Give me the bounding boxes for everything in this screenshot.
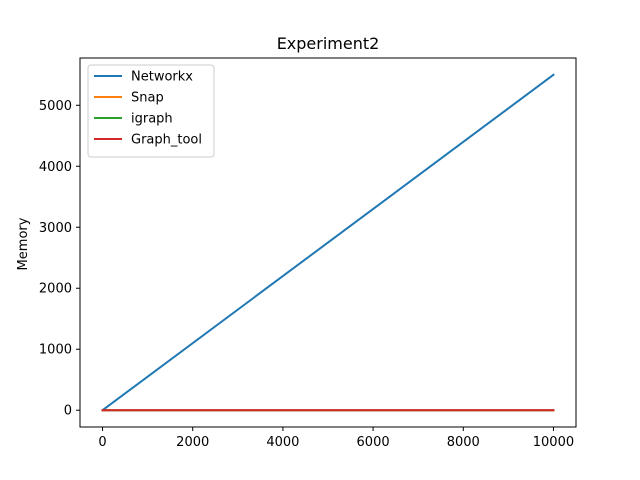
plot-area <box>79 57 577 428</box>
legend-label-3: Graph_tool <box>131 133 202 148</box>
y-tick-label: 2000 <box>39 282 72 297</box>
legend-label-2: igraph <box>131 112 173 127</box>
axes-frame <box>79 57 577 428</box>
x-tick-label: 6000 <box>357 435 390 450</box>
x-tick-label: 8000 <box>447 435 480 450</box>
x-tick-label: 0 <box>98 435 106 450</box>
legend: Networkx Snap igraph Graph_tool <box>87 64 215 158</box>
x-tick-label: 10000 <box>533 435 574 450</box>
x-tick-label: 4000 <box>266 435 299 450</box>
chart-title: Experiment2 <box>277 34 380 53</box>
y-tick-label: 3000 <box>39 221 72 236</box>
legend-box <box>87 64 215 158</box>
y-tick-label: 5000 <box>39 99 72 114</box>
y-tick-label: 0 <box>64 404 72 419</box>
series-line-0 <box>101 73 555 412</box>
axis-ticks: 0 2000 4000 6000 8000 10000 0 1000 2000 3000 4000 5… <box>39 99 574 450</box>
legend-label-0: Networkx <box>131 70 193 85</box>
x-tick-label: 2000 <box>176 435 209 450</box>
y-tick-label: 1000 <box>39 343 72 358</box>
legend-label-1: Snap <box>131 91 164 106</box>
y-tick-label: 4000 <box>39 160 72 175</box>
y-axis-label: Memory <box>16 217 31 270</box>
